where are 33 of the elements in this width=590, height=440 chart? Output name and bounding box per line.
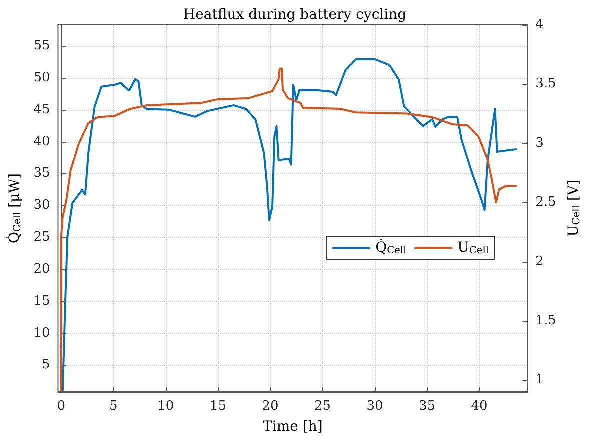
y2-tick-label: 3.5 — [536, 76, 556, 92]
x-tick-label: 25 — [314, 399, 331, 414]
y-tick-label: 45 — [34, 102, 50, 118]
y-tick-label: 15 — [34, 294, 50, 309]
y-tick-label: 55 — [34, 38, 50, 54]
x-axis-title: Time [h] — [263, 419, 323, 435]
y-axis-title: Q̇Cell [μW] — [5, 174, 24, 244]
y-tick-label: 25 — [34, 230, 50, 246]
legend-label: Q̇Cell — [376, 238, 407, 256]
x-tick-label: 0 — [57, 399, 66, 414]
x-tick-label: 10 — [158, 399, 174, 414]
y2-tick-label: 4 — [536, 18, 544, 32]
y-tick-label: 20 — [34, 262, 50, 277]
y-tick-label: 5 — [42, 358, 50, 373]
y-tick-label: 40 — [34, 134, 50, 150]
y-tick-label: 50 — [34, 70, 50, 86]
y2-axis-title: UCell [V] — [566, 180, 582, 237]
y-tick-label: 35 — [34, 166, 50, 182]
y2-tick-label: 3 — [536, 136, 544, 151]
chart-title: Heatflux during battery cycling — [183, 7, 407, 23]
x-tick-label: 20 — [262, 399, 279, 414]
x-tick-label: 30 — [366, 399, 384, 414]
legend-label: UCell — [458, 240, 489, 256]
x-tick-label: 15 — [210, 399, 226, 414]
y2-tick-label: 1 — [536, 372, 544, 388]
y-tick-label: 30 — [34, 198, 50, 214]
y2-tick-label: 2 — [536, 254, 544, 270]
x-tick-label: 5 — [110, 399, 118, 414]
y2-tick-label: 1.5 — [536, 313, 556, 328]
y-tick-label: 10 — [34, 326, 50, 341]
y2-tick-label: 2.5 — [536, 195, 556, 210]
x-tick-label: 40 — [471, 399, 488, 414]
x-tick-label: 35 — [418, 399, 436, 414]
